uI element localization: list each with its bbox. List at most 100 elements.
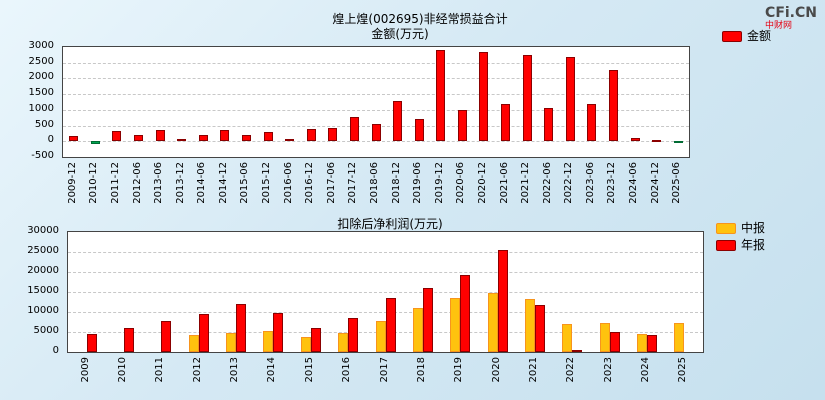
x-tick-label: 2021-12 <box>520 162 532 204</box>
x-tick-label: 2023 <box>602 357 614 383</box>
y-axis-labels: 30000 25000 20000 15000 10000 5000 0 <box>0 226 63 356</box>
bar-年报-2022 <box>572 350 583 353</box>
x-tick-label: 2023-06 <box>584 162 596 204</box>
y-tick-label: 30000 <box>27 225 59 236</box>
bar-年报-2012 <box>198 314 209 352</box>
bar-金额-2024-12 <box>652 140 662 143</box>
bar-金额-2017-06 <box>328 127 338 142</box>
cfi-logo-subtitle: 中财网 <box>765 21 793 31</box>
x-tick-label: 2024 <box>639 357 651 383</box>
bar-金额-2013-06 <box>155 129 165 142</box>
x-tick-label: 2018-06 <box>369 162 380 204</box>
x-tick-label: 2016 <box>341 357 353 383</box>
bar-金额-2019-12 <box>436 49 446 142</box>
legend-item-annual: 年报 <box>716 238 765 252</box>
bar-中报-2018 <box>412 308 423 352</box>
x-tick-label: 2014 <box>266 357 278 383</box>
x-tick-label: 2022-06 <box>541 162 553 204</box>
y-tick-label: 1000 <box>28 102 54 114</box>
bar-金额-2025-06 <box>673 141 683 144</box>
x-tick-label: 2010 <box>117 357 129 383</box>
x-tick-label: 2021-06 <box>498 162 510 204</box>
bar-金额-2020-12 <box>479 52 489 142</box>
x-axis-labels: 2009 2010 2011 2012 2013 2014 2015 2016 2017 2018… <box>67 355 704 395</box>
x-tick-label: 2023-12 <box>606 162 618 204</box>
bar-年报-2019 <box>460 274 471 352</box>
bar-金额-2019-06 <box>414 119 424 142</box>
x-tick-label: 2017-12 <box>347 162 359 204</box>
y-tick-label: 1500 <box>28 87 54 99</box>
bar-中报-2025 <box>674 323 685 352</box>
y-tick-label: -500 <box>31 150 54 161</box>
bar-金额-2022-06 <box>544 107 554 142</box>
bar-金额-2010-12 <box>90 141 100 144</box>
bar-年报-2020 <box>497 249 508 352</box>
grid-line <box>68 292 703 293</box>
bar-金额-2009-12 <box>69 136 79 142</box>
bar-中报-2023 <box>599 322 610 352</box>
x-tick-label: 2018-12 <box>390 162 402 204</box>
bar-金额-2022-12 <box>565 57 575 142</box>
y-tick-label: 0 <box>52 345 59 356</box>
x-tick-label: 2013 <box>229 357 241 383</box>
bar-金额-2024-06 <box>630 137 640 142</box>
chart-title: 扣除后净利润(万元) <box>337 217 443 231</box>
chart-subtitle: 金额(万元) <box>371 27 429 41</box>
bar-中报-2017 <box>375 320 386 352</box>
y-tick-label: 2500 <box>28 55 54 67</box>
y-tick-label: 20000 <box>27 265 59 276</box>
cfi-logo-brand: CFi.CN <box>765 5 817 21</box>
bar-年报-2017 <box>385 298 396 352</box>
cfi-logo: CFi.CN 中财网 <box>765 6 817 32</box>
x-tick-label: 2018 <box>415 357 427 383</box>
x-tick-label: 2014-12 <box>217 162 229 204</box>
bar-年报-2010 <box>124 327 135 352</box>
bar-年报-2018 <box>422 287 433 352</box>
bar-中报-2024 <box>636 334 647 352</box>
y-tick-label: 5000 <box>33 325 59 336</box>
bar-中报-2022 <box>562 324 573 352</box>
x-tick-label: 2025-06 <box>671 162 683 204</box>
x-tick-label: 2013-06 <box>153 162 165 204</box>
x-tick-label: 2015-06 <box>239 162 251 204</box>
bar-金额-2012-06 <box>134 135 144 142</box>
y-tick-label: 500 <box>34 118 54 130</box>
y-tick-label: 10000 <box>27 305 59 316</box>
bar-金额-2023-12 <box>608 70 618 142</box>
bar-年报-2009 <box>86 334 97 352</box>
grid-line <box>63 94 689 96</box>
x-tick-label: 2015-12 <box>261 162 273 204</box>
x-tick-label: 2017-06 <box>325 162 337 204</box>
bar-中报-2021 <box>524 299 535 352</box>
bar-金额-2017-12 <box>349 117 359 142</box>
x-tick-label: 2014-06 <box>196 162 208 204</box>
grid-line <box>68 272 703 273</box>
legend-label-interim: 中报 <box>741 221 766 235</box>
legend-item-amount: 金额 <box>722 29 771 43</box>
bar-年报-2015 <box>310 328 321 352</box>
bar-金额-2021-06 <box>501 104 511 142</box>
bar-金额-2023-06 <box>587 103 597 142</box>
x-tick-label: 2012 <box>191 357 203 383</box>
bar-金额-2015-12 <box>263 132 273 142</box>
grid-line <box>63 141 689 143</box>
bar-年报-2023 <box>609 332 620 352</box>
x-tick-label: 2024-12 <box>649 162 661 204</box>
x-axis-labels: 2009-12 2010-12 2011-12 2012-06 2013-06 2013-… <box>62 160 690 210</box>
bar-金额-2016-06 <box>285 139 295 142</box>
legend-item-interim: 中报 <box>716 221 765 235</box>
legend-label-annual: 年报 <box>741 238 766 252</box>
x-tick-label: 2020-06 <box>455 162 467 204</box>
bar-年报-2024 <box>646 334 657 352</box>
bar-年报-2016 <box>348 318 359 352</box>
bar-中报-2019 <box>450 298 461 352</box>
x-tick-label: 2009-12 <box>66 162 78 204</box>
x-tick-label: 2019-06 <box>412 162 424 204</box>
legend: 中报 年报 <box>716 221 765 255</box>
x-tick-label: 2015 <box>303 357 315 383</box>
bar-金额-2020-06 <box>457 109 467 142</box>
x-tick-label: 2016-06 <box>282 162 294 204</box>
bar-中报-2013 <box>226 332 237 352</box>
bar-中报-2014 <box>263 330 274 352</box>
bar-金额-2015-06 <box>241 135 251 142</box>
